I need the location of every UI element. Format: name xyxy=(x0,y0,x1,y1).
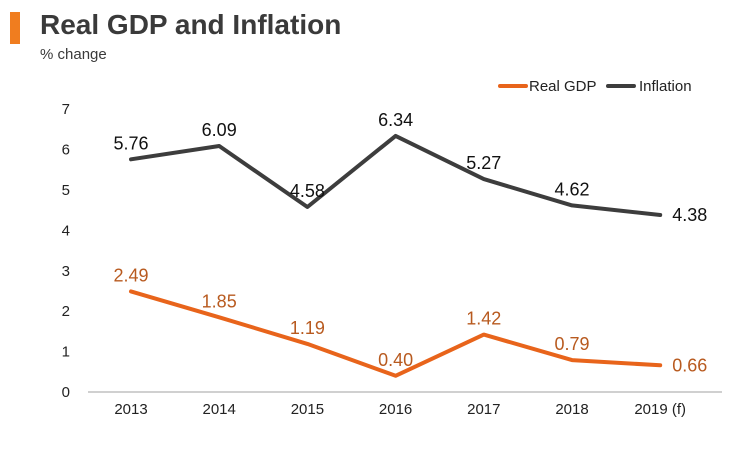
legend-label-real-gdp: Real GDP xyxy=(529,78,597,95)
inflation-data-label: 5.76 xyxy=(113,133,148,153)
y-tick-label: 0 xyxy=(62,384,70,401)
x-tick-label: 2016 xyxy=(379,401,412,418)
x-tick-label: 2014 xyxy=(203,401,236,418)
y-tick-label: 5 xyxy=(62,182,70,199)
x-tick-label: 2015 xyxy=(291,401,324,418)
real-gdp-data-label: 0.66 xyxy=(672,355,707,375)
y-tick-label: 1 xyxy=(62,344,70,361)
x-tick-label: 2018 xyxy=(555,401,588,418)
inflation-data-label: 6.09 xyxy=(202,120,237,140)
real-gdp-data-label: 0.79 xyxy=(554,334,589,354)
x-tick-label: 2019 (f) xyxy=(634,401,686,418)
real-gdp-data-label: 0.40 xyxy=(378,350,413,370)
inflation-data-label: 5.27 xyxy=(466,153,501,173)
inflation-data-label: 6.34 xyxy=(378,110,413,130)
data-labels: 2.49 1.85 1.19 0.40 1.42 0.79 0.66 5.76 6.09 4.58… xyxy=(113,110,707,375)
inflation-data-label: 4.62 xyxy=(554,179,589,199)
inflation-data-label: 4.58 xyxy=(290,181,325,201)
chart-subtitle: % change xyxy=(40,46,107,63)
y-axis-ticks: 0 1 2 3 4 5 6 7 xyxy=(62,101,70,401)
legend-label-inflation: Inflation xyxy=(639,78,692,95)
y-tick-label: 7 xyxy=(62,101,70,118)
real-gdp-data-label: 1.19 xyxy=(290,318,325,338)
real-gdp-data-label: 1.42 xyxy=(466,309,501,329)
real-gdp-line xyxy=(129,289,663,378)
real-gdp-data-label: 1.85 xyxy=(202,291,237,311)
y-tick-label: 4 xyxy=(62,222,70,239)
x-tick-label: 2017 xyxy=(467,401,500,418)
series-group xyxy=(129,133,663,378)
inflation-data-label: 4.38 xyxy=(672,205,707,225)
chart-title: Real GDP and Inflation xyxy=(40,9,342,40)
x-axis-ticks: 2013 2014 2015 2016 2017 2018 2019 (f) xyxy=(114,401,686,418)
title-accent-bar xyxy=(10,12,20,44)
y-tick-label: 2 xyxy=(62,303,70,320)
legend: Real GDP Inflation xyxy=(498,78,692,95)
y-tick-label: 3 xyxy=(62,263,70,280)
real-gdp-data-label: 2.49 xyxy=(113,265,148,285)
x-tick-label: 2013 xyxy=(114,401,147,418)
y-tick-label: 6 xyxy=(62,142,70,159)
inflation-line xyxy=(129,133,663,217)
